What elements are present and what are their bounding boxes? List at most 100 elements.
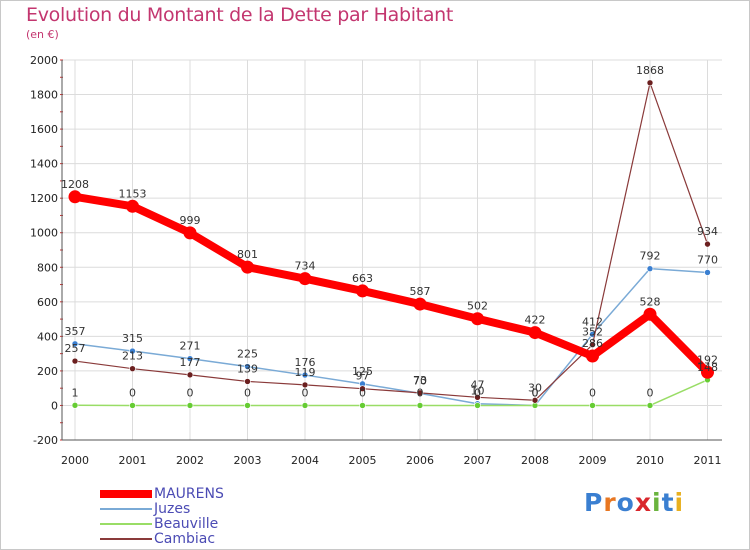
y-tick-label: 1000 (30, 227, 58, 240)
y-tick-label: 600 (37, 296, 58, 309)
data-label-maurens: 663 (352, 272, 373, 285)
series-line-juzes (74, 267, 709, 407)
data-label-beauville: 0 (532, 386, 539, 399)
data-label-juzes: 125 (352, 365, 373, 378)
data-point-cambiac (244, 378, 251, 385)
y-tick-label: 200 (37, 365, 58, 378)
data-point-maurens (298, 272, 312, 286)
y-tick-label: 1200 (30, 192, 58, 205)
data-point-cambiac (129, 365, 136, 372)
data-point-maurens (586, 349, 599, 363)
x-tick-label: 2007 (464, 454, 492, 467)
data-label-maurens: 734 (295, 260, 316, 273)
data-label-cambiac: 352 (582, 326, 603, 339)
data-label-juzes: 176 (295, 356, 316, 369)
data-label-juzes: 357 (65, 325, 86, 338)
series-line-beauville (74, 379, 709, 407)
data-label-beauville: 0 (244, 386, 251, 399)
data-label-juzes: 10 (471, 385, 485, 398)
data-label-maurens: 1153 (119, 187, 147, 200)
data-label-maurens: 422 (525, 314, 546, 327)
data-point-maurens (126, 199, 139, 213)
data-point-cambiac (474, 394, 481, 401)
data-label-maurens: 1208 (61, 178, 89, 191)
chart-title: Evolution du Montant de la Dette par Hab… (26, 4, 454, 26)
logo-letter: i (674, 488, 685, 517)
data-label-juzes: 770 (697, 253, 718, 266)
legend-item-juzes: Juzes (100, 501, 190, 517)
data-label-juzes: 225 (237, 348, 258, 361)
x-tick-label: 2010 (636, 454, 664, 467)
data-label-cambiac: 97 (356, 370, 370, 383)
logo-letter: x (634, 488, 652, 517)
legend-swatch (100, 523, 152, 525)
x-tick-label: 2006 (406, 454, 434, 467)
y-tick-label: 800 (37, 261, 58, 274)
data-label-cambiac: 73 (413, 374, 427, 387)
data-point-beauville (474, 402, 481, 409)
data-label-maurens: 999 (180, 214, 201, 227)
y-tick-label: 2000 (30, 54, 58, 67)
x-tick-label: 2002 (176, 454, 204, 467)
data-label-beauville: 0 (647, 386, 654, 399)
data-point-maurens (528, 326, 542, 340)
data-point-maurens (183, 226, 197, 240)
legend-label: Cambiac (154, 531, 216, 547)
series-line-cambiac (74, 82, 709, 401)
y-tick-label: 400 (37, 330, 58, 343)
y-tick-label: 1400 (30, 158, 58, 171)
x-tick-label: 2000 (61, 454, 89, 467)
data-label-beauville: 1 (72, 386, 79, 399)
logo-letter: o (616, 488, 635, 517)
data-point-cambiac (71, 357, 79, 365)
data-label-juzes: 412 (582, 315, 603, 328)
logo-letter: P (584, 488, 604, 517)
data-label-cambiac: 213 (122, 350, 143, 363)
data-point-beauville (646, 402, 654, 409)
data-label-maurens: 587 (410, 285, 431, 298)
data-point-maurens (413, 297, 427, 311)
data-label-maurens: 192 (697, 353, 718, 366)
data-label-cambiac: 934 (697, 225, 718, 238)
data-label-juzes: 271 (180, 340, 201, 353)
data-point-maurens (471, 312, 484, 326)
chart-subtitle: (en €) (26, 28, 59, 41)
data-label-beauville: 0 (417, 386, 424, 399)
data-label-maurens: 502 (467, 300, 488, 313)
legend-label: MAURENS (154, 486, 224, 502)
proxiti-logo: Proxiti (584, 488, 684, 517)
legend-item-beauville: Beauville (100, 516, 218, 532)
data-point-cambiac (301, 381, 309, 389)
data-label-maurens: 801 (237, 248, 258, 261)
data-label-cambiac: 177 (180, 356, 201, 369)
data-point-maurens (68, 190, 82, 204)
logo-letter: r (603, 488, 617, 517)
data-point-beauville (359, 402, 366, 409)
data-label-maurens: 286 (582, 337, 603, 350)
data-point-beauville (244, 402, 251, 409)
data-point-beauville (129, 402, 136, 409)
data-label-beauville: 148 (697, 361, 718, 374)
data-label-cambiac: 30 (528, 381, 542, 394)
legend-swatch (100, 538, 152, 540)
data-label-cambiac: 47 (471, 378, 485, 391)
data-point-juzes (646, 265, 654, 272)
data-point-beauville (416, 402, 424, 409)
data-label-cambiac: 139 (237, 362, 258, 375)
x-tick-label: 2001 (119, 454, 147, 467)
data-label-beauville: 0 (589, 386, 596, 399)
data-label-juzes: 0 (532, 386, 539, 399)
data-point-juzes (71, 340, 79, 348)
x-tick-label: 2005 (349, 454, 377, 467)
data-label-juzes: 315 (122, 332, 143, 345)
data-label-juzes: 70 (413, 374, 427, 387)
legend-swatch (100, 508, 152, 510)
data-label-beauville: 0 (302, 386, 309, 399)
data-label-cambiac: 257 (65, 342, 86, 355)
data-label-beauville: 0 (359, 386, 366, 399)
data-point-juzes (301, 371, 309, 379)
data-label-beauville: 0 (187, 386, 194, 399)
legend-item-cambiac: Cambiac (100, 531, 215, 547)
